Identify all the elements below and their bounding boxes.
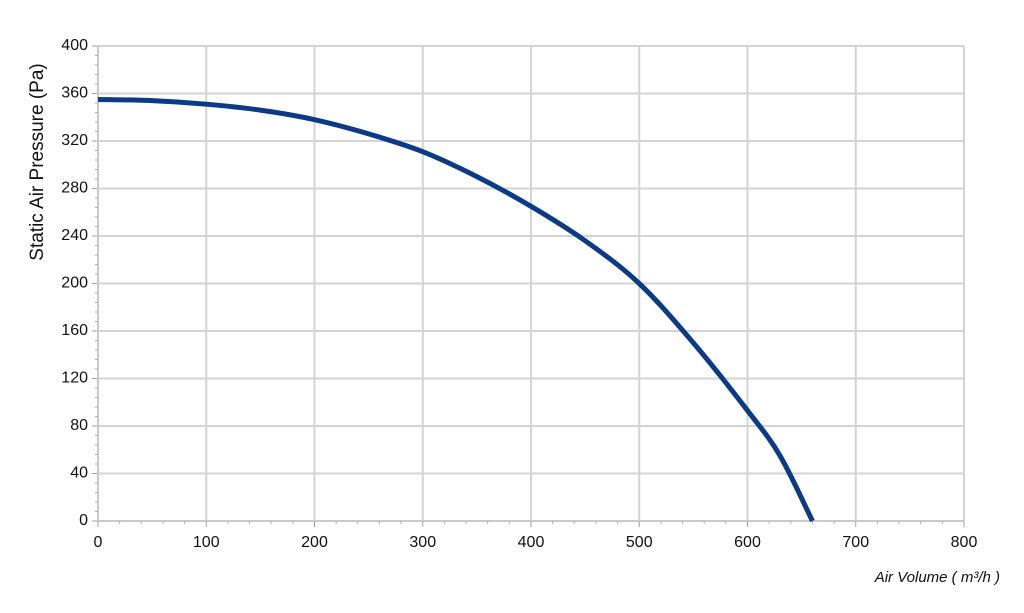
x-tick-label: 400 xyxy=(518,534,545,551)
grid xyxy=(92,45,965,527)
x-tick-labels: 0 100 200 300 400 500 600 700 800 xyxy=(94,534,978,551)
y-tick-label: 200 xyxy=(61,275,88,292)
series-line xyxy=(97,96,815,523)
x-tick-label: 500 xyxy=(626,534,653,551)
series xyxy=(97,96,815,523)
axes xyxy=(97,46,964,522)
x-tick-label: 800 xyxy=(951,534,978,551)
y-tick-label: 280 xyxy=(61,180,88,197)
x-tick-label: 100 xyxy=(193,534,220,551)
x-tick-label: 200 xyxy=(301,534,328,551)
y-tick-label: 400 xyxy=(61,37,88,54)
x-tick-label: 600 xyxy=(734,534,761,551)
minor-ticks xyxy=(95,55,943,524)
y-tick-label: 80 xyxy=(70,417,88,434)
y-tick-label: 160 xyxy=(61,322,88,339)
y-tick-label: 40 xyxy=(70,465,88,482)
x-tick-label: 0 xyxy=(94,534,103,551)
x-tick-label: 300 xyxy=(409,534,436,551)
y-tick-label: 360 xyxy=(61,85,88,102)
y-tick-label: 320 xyxy=(61,132,88,149)
x-axis-title: Air Volume ( m³/h ) xyxy=(874,569,1000,586)
y-tick-label: 120 xyxy=(61,370,88,387)
y-tick-labels: 0 40 80 120 160 200 240 280 320 360 400 xyxy=(61,37,88,529)
y-axis-title: Static Air Pressure (Pa) xyxy=(27,63,48,260)
y-tick-label: 240 xyxy=(61,227,88,244)
y-tick-label: 0 xyxy=(79,512,88,529)
x-tick-label: 700 xyxy=(842,534,869,551)
